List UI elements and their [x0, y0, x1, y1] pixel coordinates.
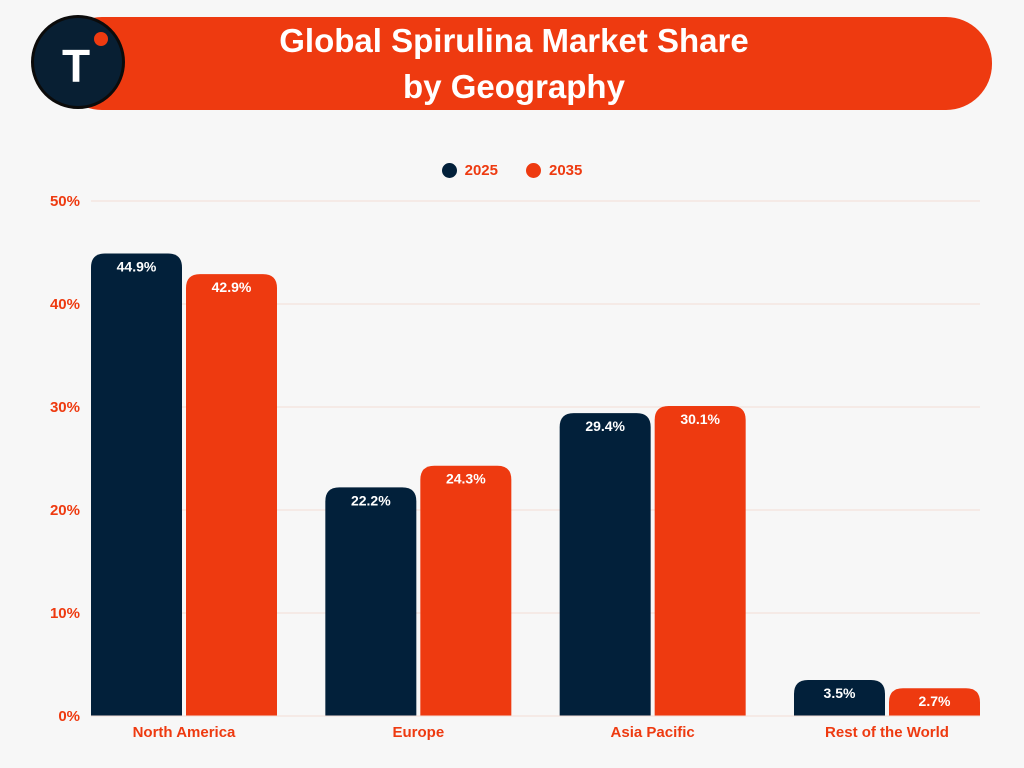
data-label: 3.5%	[824, 685, 856, 701]
chart-title-line2: by Geography	[403, 67, 625, 105]
bar-2025	[794, 679, 885, 716]
bar-2035	[420, 465, 512, 716]
y-tick-label: 10%	[50, 605, 80, 622]
y-tick-label: 20%	[50, 502, 80, 519]
legend-label-2025: 2025	[464, 162, 498, 179]
legend-item-2025: 2025	[441, 162, 498, 179]
data-label: 2.7%	[919, 693, 951, 709]
legend-swatch-2025	[441, 163, 457, 178]
bar-2035	[186, 274, 277, 716]
y-tick-label: 40%	[50, 296, 80, 313]
y-tick-label: 30%	[50, 399, 80, 416]
y-tick-label: 0%	[58, 708, 80, 725]
chart-title-line1: Global Spirulina Market Share	[279, 21, 749, 59]
logo-letter: T	[61, 40, 91, 92]
data-label: 44.9%	[117, 259, 157, 275]
x-category-label: North America	[133, 724, 236, 741]
x-category-label: Europe	[392, 724, 444, 741]
data-label: 24.3%	[446, 471, 486, 487]
data-label: 42.9%	[212, 279, 252, 295]
bar-2025	[325, 487, 417, 716]
bar-2035	[889, 688, 980, 716]
bar-2035	[654, 405, 746, 716]
logo-dot-icon	[94, 32, 108, 46]
legend-item-2035: 2035	[526, 162, 582, 179]
legend-swatch-2035	[526, 163, 541, 178]
legend-label-2035: 2035	[549, 162, 583, 179]
title-banner	[56, 17, 992, 110]
bar-2025	[91, 253, 182, 716]
bar-2025	[559, 413, 651, 716]
chart-title: Global Spirulina Market Share by Geograp…	[16, 17, 1012, 110]
data-label: 30.1%	[680, 411, 720, 427]
y-tick-label: 50%	[50, 193, 80, 210]
data-label: 22.2%	[351, 492, 391, 508]
x-category-label: Rest of the World	[825, 724, 949, 741]
brand-logo: T	[31, 15, 125, 109]
chart-legend: 2025 2035	[0, 162, 1024, 179]
data-label: 29.4%	[585, 418, 625, 434]
x-category-label: Asia Pacific	[611, 724, 695, 741]
